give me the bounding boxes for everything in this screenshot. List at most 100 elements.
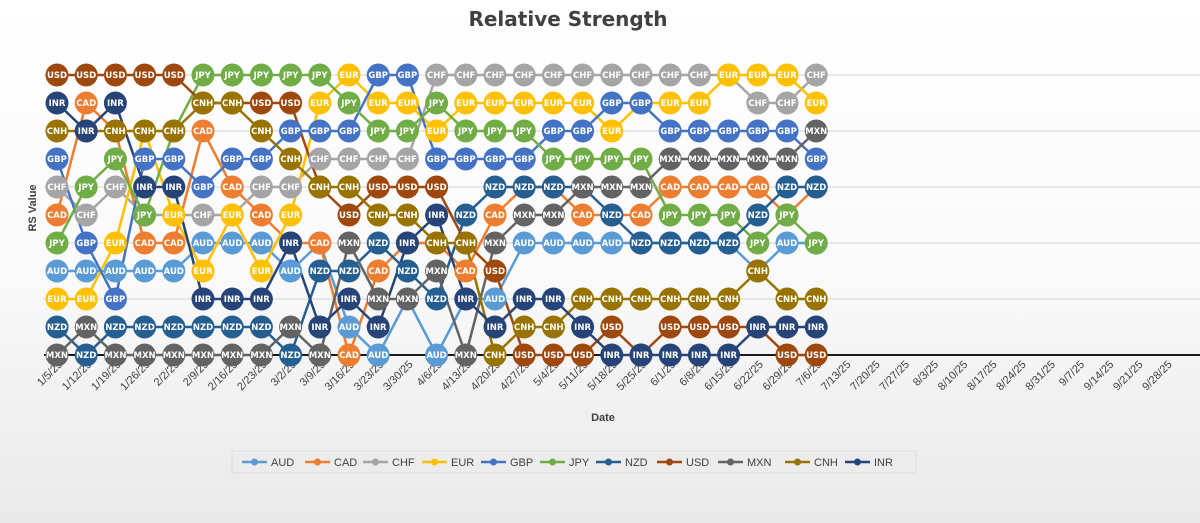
x-tick-label: 7/27/25 xyxy=(877,359,911,393)
data-label: GBP xyxy=(514,155,534,165)
data-point xyxy=(395,63,419,87)
legend-marker xyxy=(431,458,438,466)
data-point xyxy=(308,119,332,143)
data-label: JPY xyxy=(574,155,591,165)
legend-label: INR xyxy=(874,457,893,469)
legend-marker xyxy=(372,458,379,466)
data-label: NZD xyxy=(718,239,738,249)
data-point xyxy=(162,259,186,283)
data-point xyxy=(45,315,69,339)
data-point xyxy=(658,119,682,143)
data-label: NZD xyxy=(76,351,96,361)
data-point xyxy=(804,231,828,255)
data-label: USD xyxy=(427,183,447,193)
data-point xyxy=(629,91,653,115)
data-label: GBP xyxy=(222,155,242,165)
data-label: JPY xyxy=(48,239,65,249)
data-label: USD xyxy=(281,99,301,109)
data-label: AUD xyxy=(222,239,242,249)
data-point xyxy=(191,63,215,87)
data-point xyxy=(454,63,478,87)
data-point xyxy=(133,259,157,283)
data-label: CNH xyxy=(251,127,271,137)
data-point xyxy=(629,203,653,227)
data-label: GBP xyxy=(164,155,184,165)
data-point xyxy=(687,203,711,227)
data-label: CNH xyxy=(660,295,680,305)
data-label: GBP xyxy=(544,127,564,137)
data-point xyxy=(337,63,361,87)
x-tick-label: 9/14/25 xyxy=(1082,359,1116,393)
data-point xyxy=(512,91,536,115)
data-label: CHF xyxy=(193,211,212,221)
data-label: GBP xyxy=(398,71,418,81)
data-point xyxy=(775,203,799,227)
data-point xyxy=(395,175,419,199)
data-point xyxy=(337,315,361,339)
data-point xyxy=(717,203,741,227)
data-point xyxy=(103,343,127,367)
data-point xyxy=(775,287,799,311)
data-label: NZD xyxy=(134,323,154,333)
data-label: NZD xyxy=(777,183,797,193)
data-label: NZD xyxy=(456,211,476,221)
data-label: CAD xyxy=(251,211,271,221)
data-point xyxy=(629,343,653,367)
data-point xyxy=(775,343,799,367)
legend-label: JPY xyxy=(569,457,590,469)
data-point xyxy=(454,147,478,171)
data-label: CHF xyxy=(456,71,475,81)
data-point xyxy=(483,175,507,199)
data-label: MXN xyxy=(455,351,477,361)
data-point xyxy=(541,203,565,227)
data-point xyxy=(571,63,595,87)
data-point xyxy=(337,203,361,227)
data-label: NZD xyxy=(485,183,505,193)
data-point xyxy=(512,343,536,367)
data-label: EUR xyxy=(223,211,243,221)
data-point xyxy=(541,287,565,311)
data-point xyxy=(804,343,828,367)
data-label: MXN xyxy=(426,267,448,277)
data-label: JPY xyxy=(778,211,795,221)
data-point xyxy=(366,343,390,367)
data-point xyxy=(425,63,449,87)
data-label: JPY xyxy=(661,211,678,221)
data-point xyxy=(308,343,332,367)
data-point xyxy=(658,147,682,171)
data-label: CHF xyxy=(281,183,300,193)
data-label: CNH xyxy=(602,295,622,305)
data-point xyxy=(600,175,624,199)
data-point xyxy=(571,203,595,227)
data-point xyxy=(425,119,449,143)
data-label: CAD xyxy=(368,267,388,277)
data-point xyxy=(571,91,595,115)
data-point xyxy=(337,119,361,143)
data-point xyxy=(804,175,828,199)
data-label: GBP xyxy=(806,155,826,165)
x-tick-label: 7/20/25 xyxy=(848,359,882,393)
data-label: CHF xyxy=(310,155,329,165)
data-label: CHF xyxy=(398,155,417,165)
data-label: CNH xyxy=(164,127,184,137)
data-label: USD xyxy=(105,71,125,81)
data-point xyxy=(483,231,507,255)
data-point xyxy=(249,147,273,171)
data-label: INR xyxy=(779,323,796,333)
data-point xyxy=(629,147,653,171)
data-label: CNH xyxy=(485,351,505,361)
data-label: GBP xyxy=(252,155,272,165)
data-point xyxy=(512,287,536,311)
data-point xyxy=(717,343,741,367)
data-point xyxy=(74,91,98,115)
data-label: CNH xyxy=(310,183,330,193)
data-label: JPY xyxy=(749,239,766,249)
data-point xyxy=(279,147,303,171)
data-point xyxy=(717,287,741,311)
data-label: GBP xyxy=(748,127,768,137)
data-label: JPY xyxy=(136,211,153,221)
data-point xyxy=(249,203,273,227)
data-label: EUR xyxy=(77,295,97,305)
data-label: CNH xyxy=(456,239,476,249)
data-label: CNH xyxy=(134,127,154,137)
